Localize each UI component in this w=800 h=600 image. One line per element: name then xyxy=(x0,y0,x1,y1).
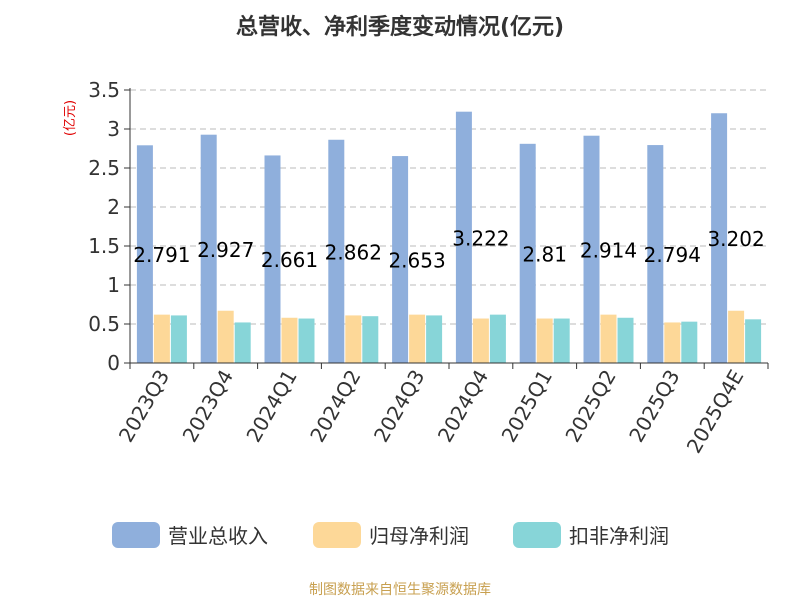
y-tick-label: 1 xyxy=(107,273,120,297)
bar-2023Q3-s2 xyxy=(170,315,187,363)
data-label: 2.927 xyxy=(197,238,254,262)
bar-2023Q4-s0 xyxy=(200,134,217,363)
bar-2025Q3-s0 xyxy=(647,145,664,363)
y-axis-unit: (亿元) xyxy=(63,100,78,136)
y-tick-label: 0.5 xyxy=(88,312,120,336)
legend-label: 扣非净利润 xyxy=(569,524,669,548)
x-tick-label: 2024Q3 xyxy=(369,366,429,447)
x-tick-label: 2025Q2 xyxy=(560,366,620,447)
bars xyxy=(136,111,762,364)
legend-swatch xyxy=(513,522,561,548)
x-tick-label: 2025Q3 xyxy=(624,366,684,447)
bar-2025Q3-s1 xyxy=(664,322,681,363)
data-label: 3.202 xyxy=(707,227,764,251)
bar-2025Q1-s0 xyxy=(519,143,536,363)
data-label: 2.653 xyxy=(388,249,445,273)
bar-2024Q2-s2 xyxy=(362,316,379,363)
data-label: 2.914 xyxy=(580,238,637,262)
x-tick-label: 2024Q1 xyxy=(241,366,301,447)
legend-label: 归母净利润 xyxy=(369,524,469,548)
bar-2024Q1-s1 xyxy=(281,317,298,363)
x-axis: 2023Q3 2023Q4 2024Q1 2024Q2 2024Q3 2024Q4 2025… xyxy=(114,362,769,458)
bar-2025Q2-s1 xyxy=(600,314,617,363)
y-tick-label: 2.5 xyxy=(88,156,120,180)
grid-lines xyxy=(130,89,768,325)
y-axis-ticks: 0 0.5 1 1.5 2 2.5 3 3.5 xyxy=(88,78,130,375)
data-label: 2.862 xyxy=(325,240,382,264)
bar-2025Q2-s0 xyxy=(583,135,600,363)
bar-2024Q3-s2 xyxy=(426,315,443,363)
chart-title: 总营收、净利季度变动情况(亿元) xyxy=(236,14,564,40)
data-label: 2.661 xyxy=(261,248,318,272)
x-tick-label: 2023Q4 xyxy=(178,366,238,447)
data-label: 2.791 xyxy=(133,243,190,267)
data-label: 3.222 xyxy=(452,226,509,250)
bar-2025Q4E-s0 xyxy=(711,113,728,363)
source-note: 制图数据来自恒生聚源数据库 xyxy=(309,582,491,598)
bar-2024Q3-s1 xyxy=(409,314,426,363)
bar-2025Q4E-s2 xyxy=(745,319,762,363)
bar-2024Q4-s2 xyxy=(489,314,506,363)
y-tick-label: 3.5 xyxy=(88,78,120,102)
x-tick-label: 2023Q3 xyxy=(114,366,174,447)
data-label: 2.81 xyxy=(522,242,567,266)
bar-2023Q3-s0 xyxy=(136,145,153,363)
bar-2024Q2-s0 xyxy=(328,139,345,363)
bar-2024Q4-s0 xyxy=(455,111,472,364)
bar-2025Q4E-s1 xyxy=(728,310,745,363)
x-tick-label: 2024Q2 xyxy=(305,366,365,447)
x-tick-label: 2024Q4 xyxy=(433,366,493,447)
bar-2023Q4-s1 xyxy=(217,310,234,363)
y-tick-label: 2 xyxy=(107,195,120,219)
x-tick-label: 2025Q1 xyxy=(497,366,557,447)
y-tick-label: 0 xyxy=(107,351,120,375)
bar-2025Q1-s2 xyxy=(553,318,570,363)
y-tick-label: 3 xyxy=(107,117,120,141)
bar-2025Q2-s2 xyxy=(617,317,634,363)
bar-2025Q1-s1 xyxy=(536,318,553,363)
legend-swatch xyxy=(313,522,361,548)
legend-label: 营业总收入 xyxy=(168,524,268,548)
y-tick-label: 1.5 xyxy=(88,234,120,258)
data-labels: 2.791 2.927 2.661 2.862 2.653 3.222 2.81 2.914 2… xyxy=(133,226,764,272)
legend: 营业总收入 归母净利润 扣非净利润 xyxy=(112,522,669,548)
legend-swatch xyxy=(112,522,160,548)
bar-2025Q3-s2 xyxy=(681,321,698,363)
bar-2024Q4-s1 xyxy=(472,318,489,363)
bar-2024Q3-s0 xyxy=(392,156,409,363)
bar-2024Q1-s0 xyxy=(264,155,281,363)
bar-2023Q3-s1 xyxy=(153,314,170,363)
data-label: 2.794 xyxy=(644,243,701,267)
bar-2023Q4-s2 xyxy=(234,322,251,363)
x-tick-label: 2025Q4E xyxy=(682,366,749,458)
bar-2024Q1-s2 xyxy=(298,318,315,363)
bar-2024Q2-s1 xyxy=(345,315,362,363)
